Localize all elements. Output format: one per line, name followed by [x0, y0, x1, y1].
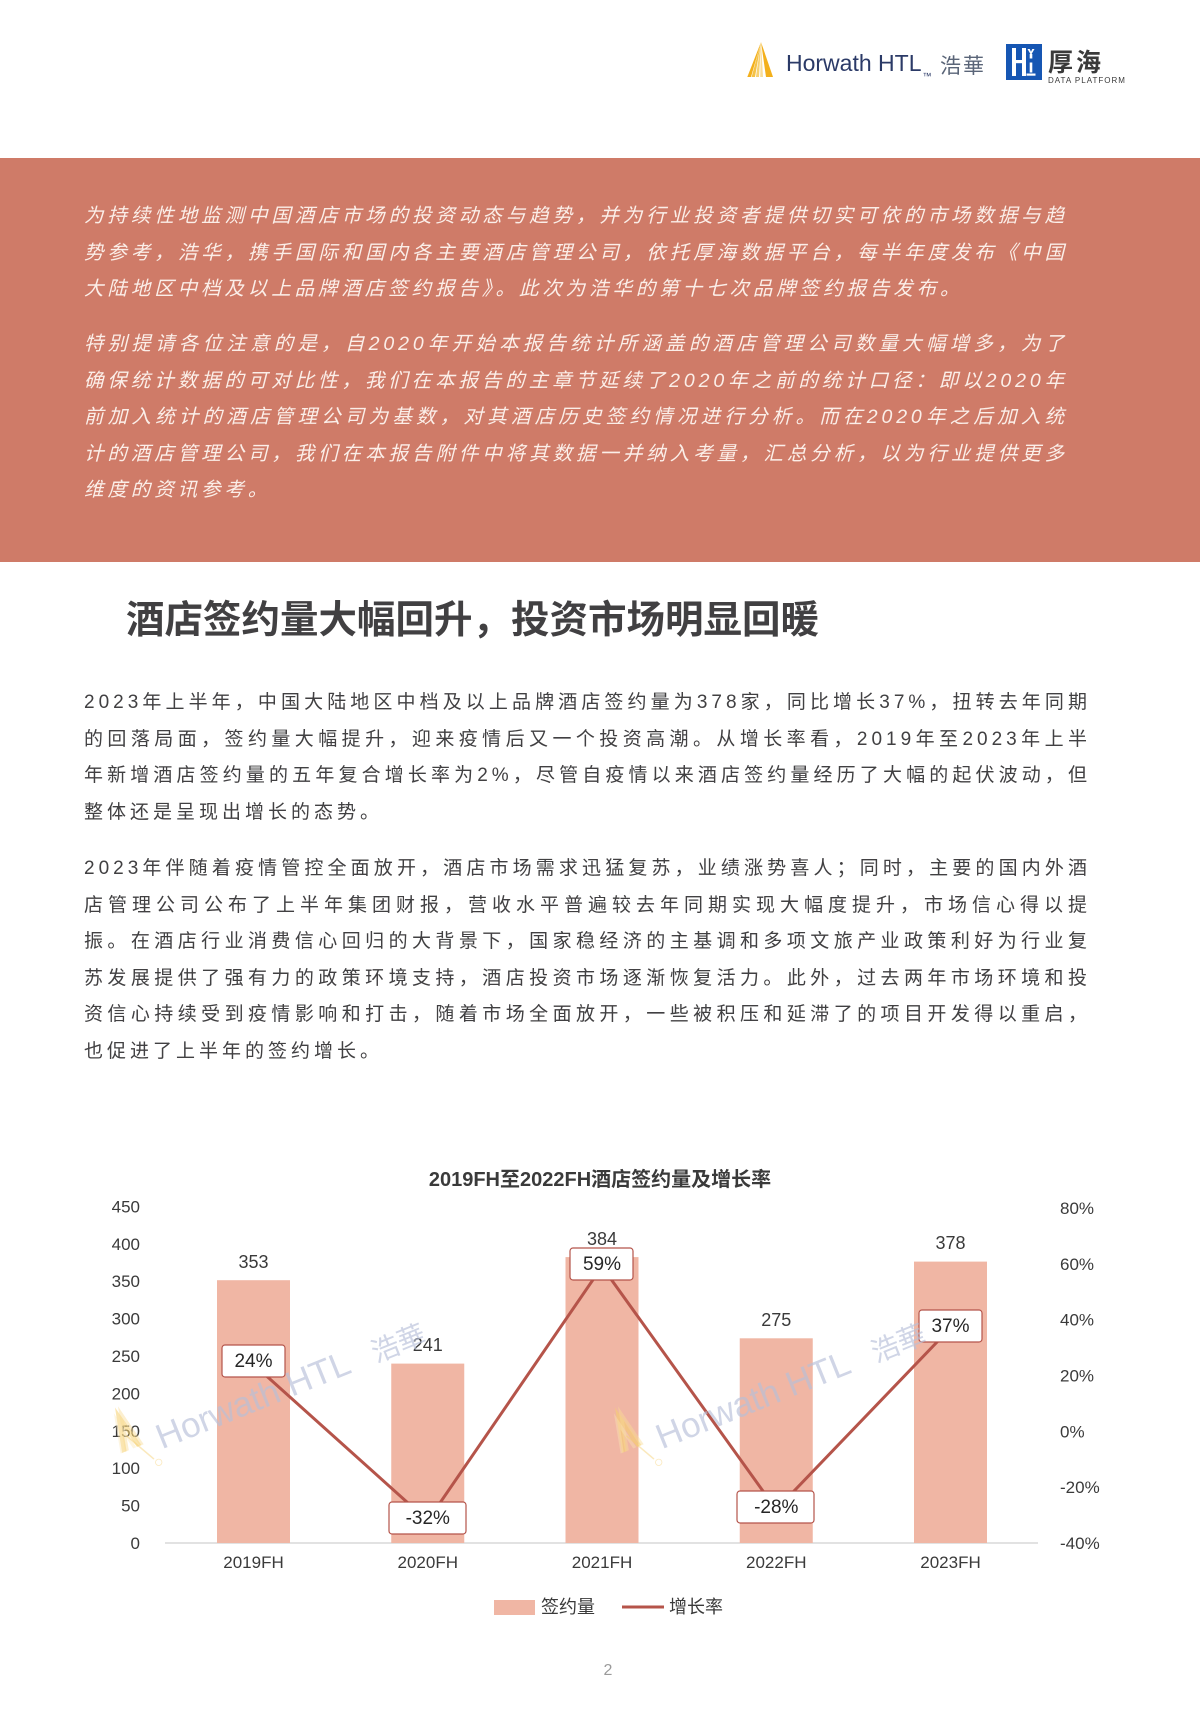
svg-text:353: 353 — [238, 1252, 268, 1272]
svg-text:-28%: -28% — [754, 1497, 798, 1518]
svg-text:2019FH: 2019FH — [223, 1553, 283, 1572]
svg-text:400: 400 — [112, 1235, 140, 1254]
svg-text:2022FH: 2022FH — [746, 1553, 806, 1572]
svg-text:24%: 24% — [234, 1351, 272, 1372]
svg-text:350: 350 — [112, 1272, 140, 1291]
svg-text:50: 50 — [121, 1497, 140, 1516]
svg-text:-40%: -40% — [1060, 1534, 1100, 1553]
svg-text:2023FH: 2023FH — [920, 1553, 980, 1572]
svg-text:100: 100 — [112, 1459, 140, 1478]
svg-text:40%: 40% — [1060, 1311, 1094, 1330]
svg-text:-20%: -20% — [1060, 1478, 1100, 1497]
svg-text:275: 275 — [761, 1310, 791, 1330]
svg-text:浩華: 浩華 — [367, 1319, 431, 1369]
svg-text:20%: 20% — [1060, 1367, 1094, 1386]
svg-text:450: 450 — [112, 1200, 140, 1216]
svg-text:2021FH: 2021FH — [572, 1553, 632, 1572]
svg-text:0%: 0% — [1060, 1422, 1085, 1441]
svg-text:59%: 59% — [583, 1254, 621, 1275]
svg-text:250: 250 — [112, 1347, 140, 1366]
svg-text:2020FH: 2020FH — [398, 1553, 458, 1572]
svg-text:200: 200 — [112, 1384, 140, 1403]
svg-text:60%: 60% — [1060, 1255, 1094, 1274]
svg-text:378: 378 — [935, 1233, 965, 1253]
svg-text:37%: 37% — [931, 1316, 969, 1337]
svg-text:增长率: 增长率 — [669, 1597, 723, 1617]
svg-text:384: 384 — [587, 1229, 617, 1249]
svg-text:-32%: -32% — [406, 1508, 450, 1529]
svg-text:80%: 80% — [1060, 1200, 1094, 1218]
svg-text:0: 0 — [131, 1534, 140, 1553]
svg-text:签约量: 签约量 — [541, 1597, 595, 1617]
svg-text:300: 300 — [112, 1310, 140, 1329]
svg-text:2: 2 — [604, 1662, 613, 1679]
